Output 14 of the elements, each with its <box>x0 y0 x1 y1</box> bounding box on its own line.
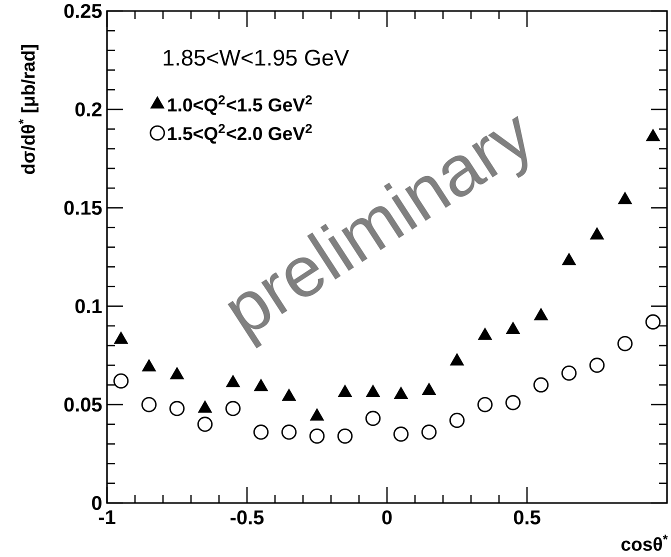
legend-title: 1.85<W<1.95 GeV <box>164 50 350 66</box>
y-axis-title: dσ/dθ$^{*}$ [μb/rad] <box>18 45 38 174</box>
x-tick-label: 0 <box>382 510 392 524</box>
y-tick-label: 0 <box>92 496 102 510</box>
x-axis-title: cosθ$^{*}$ <box>621 534 668 551</box>
y-tick-label: 0.05 <box>64 398 102 412</box>
x-tick-label: -0.5 <box>230 510 264 524</box>
y-tick-label: 0.2 <box>75 102 102 116</box>
y-tick-label: 0.25 <box>64 4 102 18</box>
legend-label: 1.0<Q$^{2}$<1.5 GeV$^{2}$ <box>168 95 312 115</box>
x-tick-label: 0.5 <box>514 510 540 524</box>
y-tick-label: 0.15 <box>64 200 102 215</box>
x-tick-label: -1 <box>98 510 116 524</box>
y-tick-label: 0.1 <box>75 299 102 314</box>
